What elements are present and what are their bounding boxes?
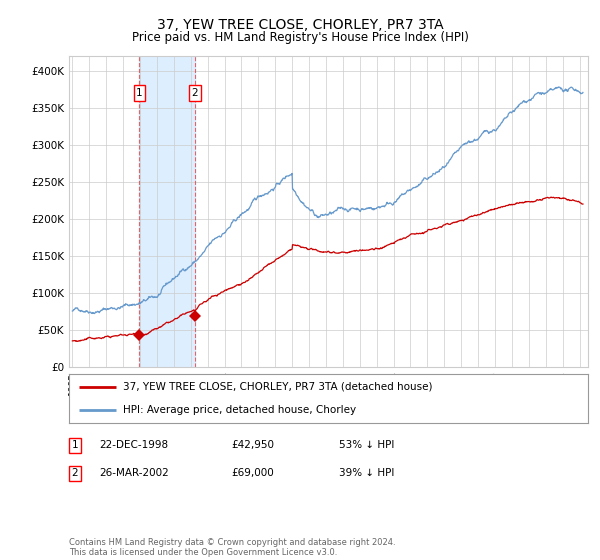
Text: 1: 1: [136, 88, 143, 98]
Text: HPI: Average price, detached house, Chorley: HPI: Average price, detached house, Chor…: [124, 405, 356, 416]
Bar: [139, 56, 194, 367]
Text: 37, YEW TREE CLOSE, CHORLEY, PR7 3TA: 37, YEW TREE CLOSE, CHORLEY, PR7 3TA: [157, 18, 443, 32]
Text: £69,000: £69,000: [231, 468, 274, 478]
Text: 2: 2: [191, 88, 198, 98]
Text: 26-MAR-2002: 26-MAR-2002: [99, 468, 169, 478]
Text: 37, YEW TREE CLOSE, CHORLEY, PR7 3TA (detached house): 37, YEW TREE CLOSE, CHORLEY, PR7 3TA (de…: [124, 382, 433, 392]
Text: Price paid vs. HM Land Registry's House Price Index (HPI): Price paid vs. HM Land Registry's House …: [131, 31, 469, 44]
Text: 53% ↓ HPI: 53% ↓ HPI: [339, 440, 394, 450]
Text: 2: 2: [71, 468, 79, 478]
Text: 39% ↓ HPI: 39% ↓ HPI: [339, 468, 394, 478]
Text: Contains HM Land Registry data © Crown copyright and database right 2024.
This d: Contains HM Land Registry data © Crown c…: [69, 538, 395, 557]
Text: 1: 1: [71, 440, 79, 450]
Text: £42,950: £42,950: [231, 440, 274, 450]
Text: 22-DEC-1998: 22-DEC-1998: [99, 440, 168, 450]
